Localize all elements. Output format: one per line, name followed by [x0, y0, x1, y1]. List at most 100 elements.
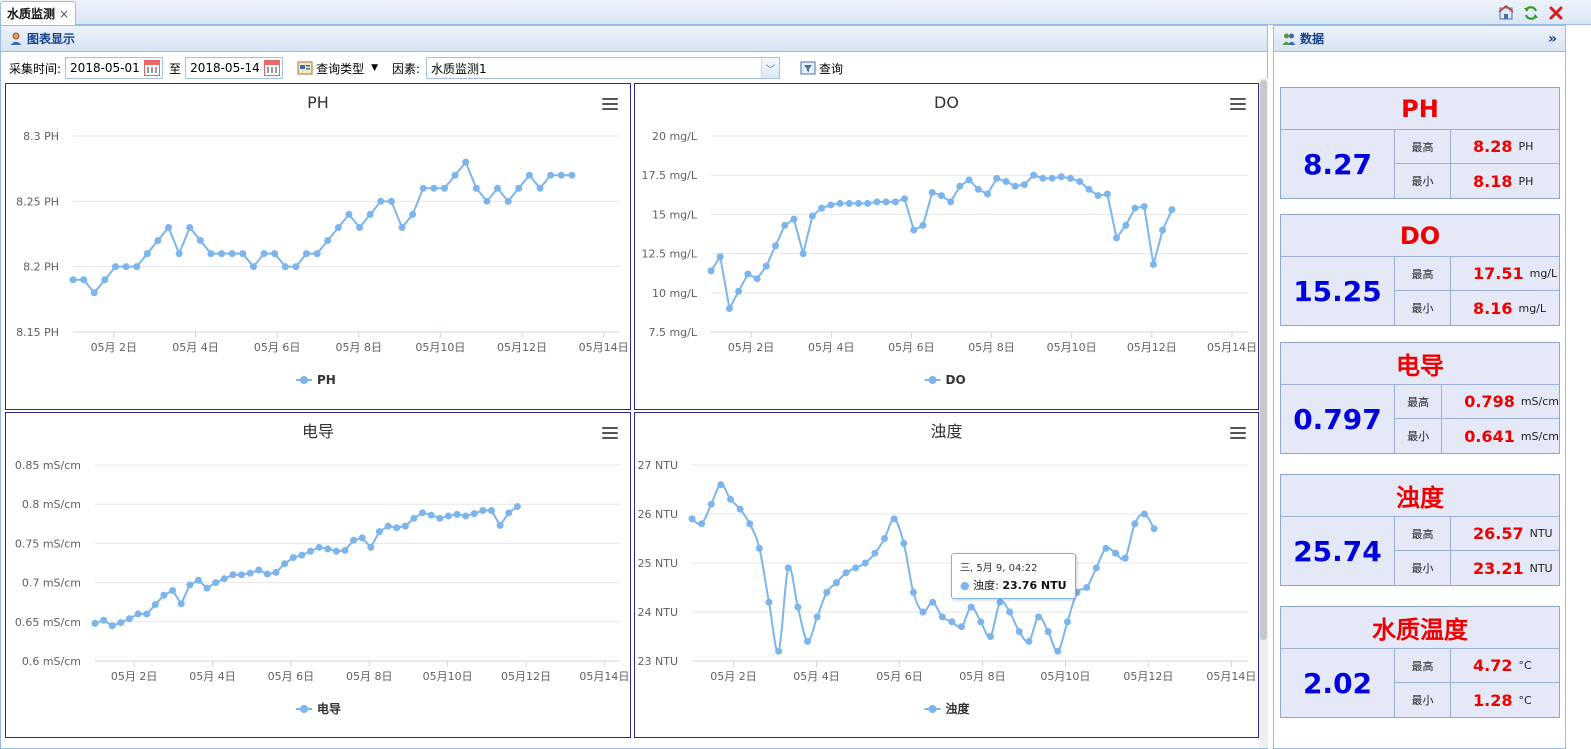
scrollbar-thumb[interactable] [1260, 80, 1267, 640]
data-point[interactable] [143, 250, 151, 258]
data-point[interactable] [1103, 190, 1111, 198]
data-point[interactable] [1102, 544, 1110, 552]
data-point[interactable] [436, 514, 444, 522]
data-point[interactable] [735, 287, 743, 295]
data-point[interactable] [302, 250, 310, 258]
data-point[interactable] [1048, 174, 1056, 182]
data-point[interactable] [707, 267, 715, 275]
data-point[interactable] [260, 250, 268, 258]
data-point[interactable] [813, 613, 821, 621]
data-point[interactable] [513, 503, 521, 511]
data-point[interactable] [1030, 171, 1038, 179]
factor-select[interactable]: 水质监测1 ﹀ [426, 57, 781, 79]
data-point[interactable] [324, 237, 332, 245]
data-point[interactable] [836, 199, 844, 207]
data-point[interactable] [462, 158, 470, 166]
data-point[interactable] [419, 509, 427, 517]
data-point[interactable] [967, 603, 975, 611]
data-point[interactable] [281, 263, 289, 271]
data-point[interactable] [334, 223, 342, 231]
data-point[interactable] [228, 250, 236, 258]
refresh-icon[interactable] [1522, 4, 1540, 22]
data-point[interactable] [101, 276, 109, 284]
data-point[interactable] [125, 615, 133, 623]
data-point[interactable] [804, 637, 812, 645]
data-point[interactable] [707, 500, 715, 508]
data-point[interactable] [1150, 525, 1158, 533]
data-point[interactable] [958, 623, 966, 631]
chart-menu-icon[interactable] [1230, 427, 1246, 441]
data-point[interactable] [984, 190, 992, 198]
home-icon[interactable] [1497, 4, 1515, 22]
data-point[interactable] [928, 188, 936, 196]
data-point[interactable] [207, 250, 215, 258]
data-point[interactable] [239, 250, 247, 258]
data-point[interactable] [772, 242, 780, 250]
data-point[interactable] [1015, 628, 1023, 636]
data-point[interactable] [444, 512, 452, 520]
data-point[interactable] [996, 598, 1004, 606]
data-point[interactable] [384, 522, 392, 530]
data-point[interactable] [175, 250, 183, 258]
data-point[interactable] [852, 564, 860, 572]
data-point[interactable] [430, 184, 438, 192]
data-point[interactable] [398, 223, 406, 231]
tab-water-monitoring[interactable]: 水质监测 × [0, 1, 77, 25]
data-point[interactable] [196, 237, 204, 245]
data-point[interactable] [358, 534, 366, 542]
chart-menu-icon[interactable] [1230, 98, 1246, 112]
data-point[interactable] [882, 198, 890, 206]
data-point[interactable] [965, 176, 973, 184]
query-type-button[interactable]: 查询类型 ▼ [297, 60, 378, 77]
data-point[interactable] [1159, 226, 1167, 234]
data-point[interactable] [271, 250, 279, 258]
data-point[interactable] [453, 510, 461, 518]
data-point[interactable] [784, 564, 792, 572]
data-point[interactable] [134, 610, 142, 618]
data-point[interactable] [832, 579, 840, 587]
data-point[interactable] [315, 543, 323, 551]
data-point[interactable] [1131, 520, 1139, 528]
data-point[interactable] [451, 171, 459, 179]
data-point[interactable] [249, 263, 257, 271]
data-point[interactable] [781, 221, 789, 229]
data-point[interactable] [1083, 584, 1091, 591]
data-point[interactable] [393, 524, 401, 532]
data-point[interactable] [873, 198, 881, 206]
data-point[interactable] [108, 622, 116, 630]
data-point[interactable] [744, 270, 752, 278]
data-point[interactable] [69, 276, 77, 284]
data-point[interactable] [919, 221, 927, 229]
data-point[interactable] [375, 528, 383, 536]
data-point[interactable] [794, 603, 802, 611]
data-point[interactable] [496, 521, 504, 529]
data-point[interactable] [948, 618, 956, 626]
data-point[interactable] [1011, 182, 1019, 190]
data-point[interactable] [1063, 618, 1071, 626]
data-point[interactable] [1122, 221, 1130, 229]
data-point[interactable] [292, 263, 300, 271]
chart-legend[interactable]: 浊度 [924, 701, 971, 716]
data-point[interactable] [366, 210, 374, 218]
data-point[interactable] [827, 201, 835, 209]
data-point[interactable] [387, 197, 395, 205]
data-point[interactable] [725, 304, 733, 312]
data-point[interactable] [947, 198, 955, 206]
data-point[interactable] [891, 198, 899, 206]
data-point[interactable] [263, 570, 271, 578]
data-point[interactable] [143, 610, 151, 618]
data-point[interactable] [255, 566, 263, 574]
data-point[interactable] [956, 182, 964, 190]
data-point[interactable] [505, 509, 513, 517]
data-point[interactable] [1076, 177, 1084, 185]
data-point[interactable] [165, 223, 173, 231]
data-point[interactable] [937, 192, 945, 200]
data-point[interactable] [1112, 549, 1120, 557]
data-point[interactable] [401, 522, 409, 530]
data-point[interactable] [986, 633, 994, 640]
data-point[interactable] [854, 199, 862, 207]
chart-legend[interactable]: PH [296, 373, 336, 387]
data-point[interactable] [790, 215, 798, 223]
chart-legend[interactable]: DO [924, 373, 966, 387]
data-point[interactable] [1149, 261, 1157, 269]
